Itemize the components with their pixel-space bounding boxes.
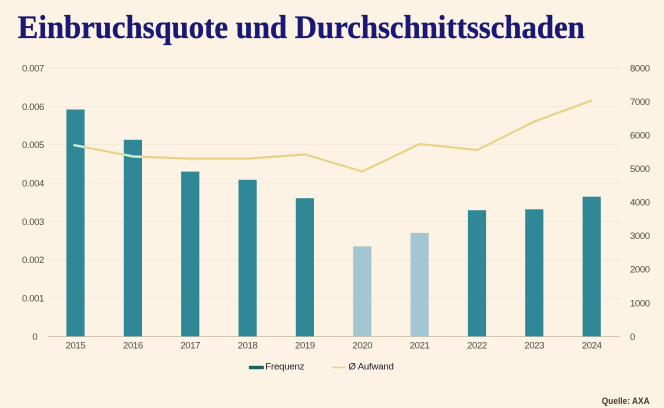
svg-text:4000: 4000 xyxy=(630,198,650,209)
svg-text:3000: 3000 xyxy=(630,231,650,242)
svg-text:6000: 6000 xyxy=(630,131,650,142)
svg-text:2021: 2021 xyxy=(410,341,430,352)
svg-text:2024: 2024 xyxy=(582,341,602,352)
svg-text:2020: 2020 xyxy=(352,341,372,352)
svg-text:0.007: 0.007 xyxy=(22,63,44,74)
svg-text:0: 0 xyxy=(630,332,635,343)
svg-text:2022: 2022 xyxy=(467,341,487,352)
svg-text:5000: 5000 xyxy=(630,164,650,175)
svg-text:0.002: 0.002 xyxy=(22,255,44,266)
svg-text:2016: 2016 xyxy=(123,341,143,352)
svg-text:Ø Aufwand: Ø Aufwand xyxy=(349,362,394,373)
svg-text:2015: 2015 xyxy=(66,341,86,352)
svg-text:Frequenz: Frequenz xyxy=(265,362,304,373)
svg-text:7000: 7000 xyxy=(630,97,650,108)
svg-text:8000: 8000 xyxy=(630,63,650,74)
svg-text:2019: 2019 xyxy=(295,341,315,352)
svg-text:0.001: 0.001 xyxy=(22,294,44,305)
svg-text:Einbruchsquote und Durchschnit: Einbruchsquote und Durchschnittsschaden xyxy=(18,10,585,46)
svg-text:0.006: 0.006 xyxy=(22,102,44,113)
svg-text:0: 0 xyxy=(32,332,37,343)
svg-text:2000: 2000 xyxy=(630,265,650,276)
svg-text:0.004: 0.004 xyxy=(22,179,44,190)
svg-text:1000: 1000 xyxy=(630,298,650,309)
svg-text:2023: 2023 xyxy=(524,341,544,352)
svg-text:2018: 2018 xyxy=(238,341,258,352)
svg-text:0.005: 0.005 xyxy=(22,140,44,151)
svg-text:2017: 2017 xyxy=(180,341,200,352)
svg-text:Quelle: AXA: Quelle: AXA xyxy=(602,396,650,406)
svg-text:0.003: 0.003 xyxy=(22,217,44,228)
